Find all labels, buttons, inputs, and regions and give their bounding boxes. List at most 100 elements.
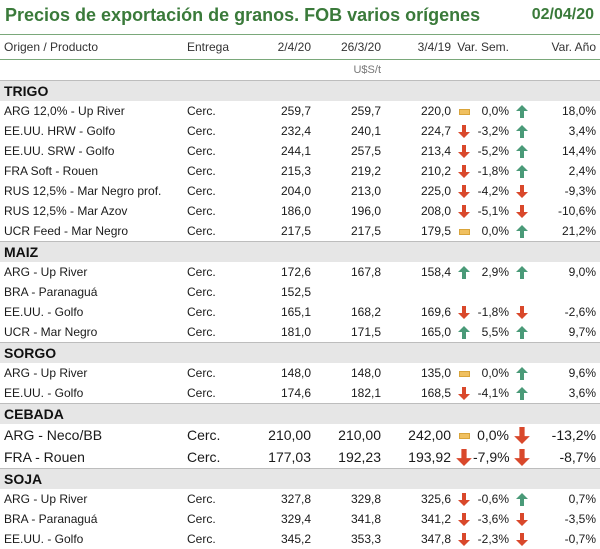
arrow-down-icon [516,184,529,199]
section-title: SORGO [0,342,600,363]
var-week: -5,1% [477,204,510,218]
origin-product: ARG 12,0% - Up River [4,104,125,118]
var-week: -1,8% [477,305,510,319]
price-26-3-20: 219,2 [350,164,381,178]
var-year-indicator [513,322,531,343]
var-year [531,282,600,302]
var-year-indicator [513,201,531,221]
origin-product: BRA - Paranaguá [4,512,98,526]
var-week-indicator [455,161,473,181]
price-3-4-19: 210,2 [420,164,451,178]
table-row: UCR Feed - Mar Negro Cerc. 217,5 217,5 179,5… [0,221,600,242]
var-year: 21,2% [562,224,597,238]
origin-product: EE.UU. - Golfo [4,305,84,319]
price-26-3-20: 182,1 [350,386,381,400]
delivery: Cerc. [187,492,216,506]
var-year: -3,5% [564,512,597,526]
var-week-indicator [455,489,473,509]
var-year: 2,4% [568,164,597,178]
price-26-3-20: 171,5 [350,325,381,339]
page-title: Precios de exportación de granos. FOB va… [5,5,481,25]
var-week [473,282,513,302]
var-year: -13,2% [551,427,597,443]
table-row: ARG - Up River Cerc. 327,8 329,8 325,6 -0,6% 0… [0,489,600,509]
table-row: BRA - Paranaguá Cerc. 152,5 [0,282,600,302]
price-26-3-20: 341,8 [350,512,381,526]
var-year: -0,7% [564,532,597,546]
price-3-4-19: 347,8 [420,532,451,546]
col-header-var-year: Var. Año [513,34,600,60]
table-row: EE.UU. HRW - Golfo Cerc. 232,4 240,1 224,7 -3… [0,121,600,141]
price-26-3-20: 192,23 [338,449,381,465]
price-3-4-19: 179,5 [420,224,451,238]
var-week-indicator [455,529,473,549]
var-week-indicator [455,424,473,446]
col-header-origin: Origen / Producto [0,34,183,60]
delivery: Cerc. [187,427,221,443]
var-week-indicator [455,322,473,343]
var-week-indicator [455,446,473,469]
table-row: RUS 12,5% - Mar Negro prof. Cerc. 204,0 213… [0,181,600,201]
price-2-4-20: 177,03 [268,449,311,465]
price-2-4-20: 232,4 [280,124,311,138]
price-2-4-20: 215,3 [280,164,311,178]
delivery: Cerc. [187,104,216,118]
delivery: Cerc. [187,386,216,400]
price-2-4-20: 244,1 [280,144,311,158]
price-26-3-20: 196,0 [350,204,381,218]
arrow-down-icon [458,204,470,219]
table-row: FRA Soft - Rouen Cerc. 215,3 219,2 210,2 -1,8… [0,161,600,181]
price-26-3-20: 213,0 [350,184,381,198]
origin-product: EE.UU. HRW - Golfo [4,124,116,138]
delivery: Cerc. [187,449,221,465]
section-title: CEBADA [0,403,600,424]
price-2-4-20: 327,8 [280,492,311,506]
delivery: Cerc. [187,164,216,178]
arrow-down-icon [516,512,529,527]
delivery: Cerc. [187,325,216,339]
price-26-3-20: 353,3 [350,532,381,546]
var-week: 5,5% [481,325,510,339]
var-week-indicator [455,181,473,201]
origin-product: ARG - Up River [4,492,88,506]
var-year-indicator [513,121,531,141]
price-26-3-20: 168,2 [350,305,381,319]
price-26-3-20: 257,5 [350,144,381,158]
delivery: Cerc. [187,366,216,380]
var-year: -8,7% [559,449,597,465]
var-week: 0,0% [481,366,510,380]
arrow-up-icon [516,144,529,159]
table-row: EE.UU. - Golfo Cerc. 345,2 353,3 347,8 -2,3% -… [0,529,600,549]
var-week: -7,9% [473,449,510,465]
unit-label: U$S/t [353,64,381,76]
price-2-4-20: 152,5 [280,285,311,299]
arrow-down-icon [516,204,529,219]
unchanged-dash-icon [458,108,470,115]
arrow-down-icon [516,532,529,547]
var-week: -4,2% [477,184,510,198]
export-prices-table: Origen / Producto Entrega 2/4/20 26/3/20… [0,34,600,549]
section-title: MAIZ [0,241,600,262]
arrow-down-icon [458,492,470,507]
var-week: -3,2% [477,124,510,138]
price-2-4-20: 186,0 [280,204,311,218]
arrow-down-icon [458,164,470,179]
arrow-up-icon [516,124,529,139]
origin-product: FRA - Rouen [4,449,85,465]
arrow-up-icon [516,492,529,507]
price-2-4-20: 174,6 [280,386,311,400]
col-header-delivery: Entrega [183,34,245,60]
var-year: -9,3% [564,184,597,198]
arrow-up-icon [516,386,529,401]
section-row-sorgo: SORGO [0,342,600,363]
var-year: 3,4% [568,124,597,138]
unit-row: U$S/t [0,60,600,81]
title-bar: Precios de exportación de granos. FOB va… [0,0,600,34]
delivery: Cerc. [187,305,216,319]
arrow-down-icon [458,386,470,401]
section-title: SOJA [0,468,600,489]
section-row-maiz: MAIZ [0,241,600,262]
table-row: ARG - Up River Cerc. 148,0 148,0 135,0 0,0% 9,… [0,363,600,383]
var-year-indicator [513,302,531,322]
